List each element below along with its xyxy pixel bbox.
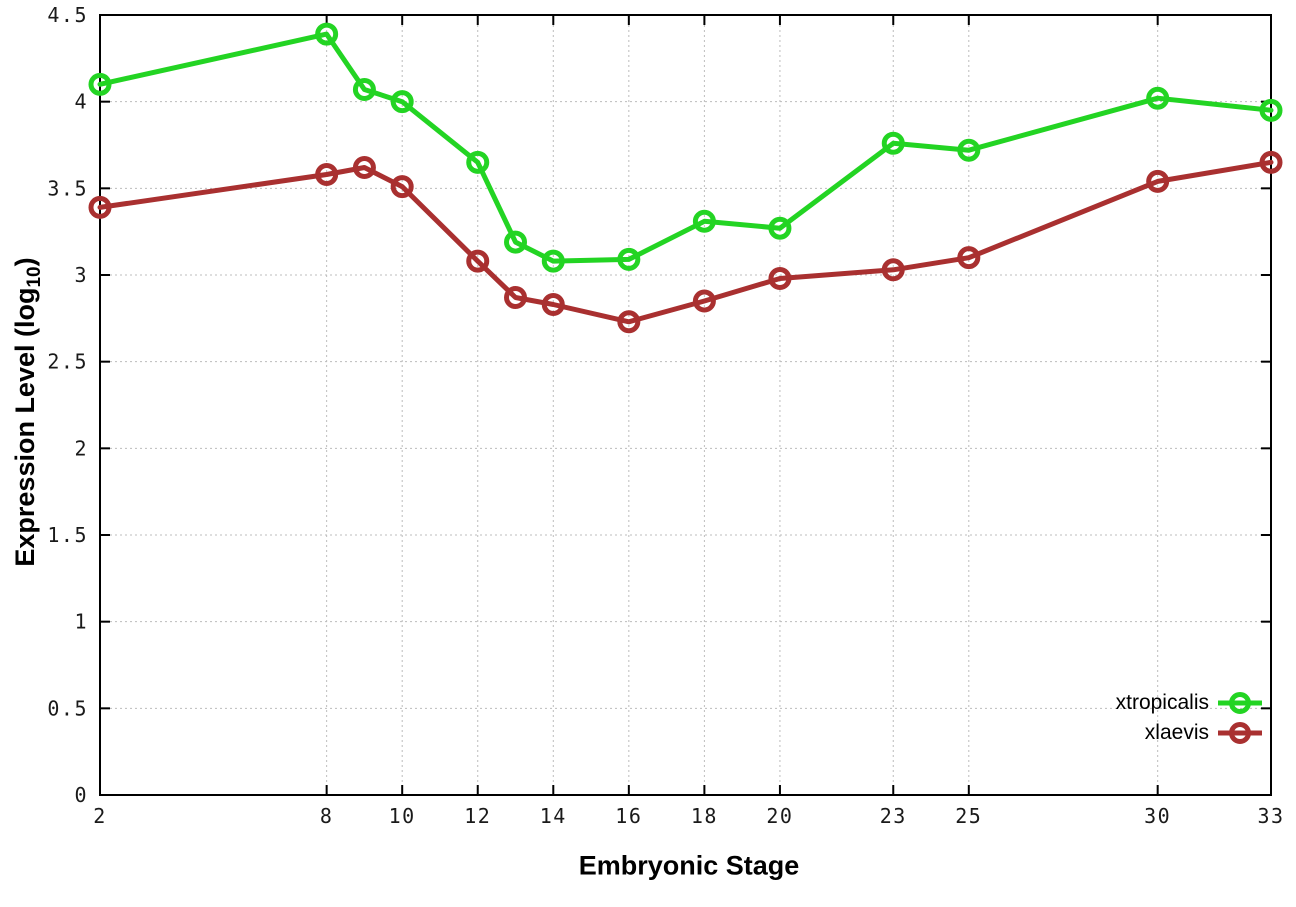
y-tick-label: 4 <box>74 90 88 114</box>
y-tick-label: 0 <box>74 783 88 807</box>
x-tick-label: 33 <box>1257 804 1284 828</box>
x-tick-label: 12 <box>464 804 491 828</box>
series-xlaevis-marker <box>466 249 490 273</box>
y-tick-label: 1.5 <box>47 523 88 547</box>
legend-marker-xtropicalis <box>1218 692 1262 714</box>
series-xlaevis-marker <box>1146 169 1170 193</box>
y-tick-label: 3.5 <box>47 176 88 200</box>
x-tick-label: 23 <box>880 804 907 828</box>
series-xtropicalis-marker <box>881 131 905 155</box>
y-tick-label: 0.5 <box>47 696 88 720</box>
series-xlaevis-marker <box>881 258 905 282</box>
legend-label-xlaevis: xlaevis <box>1144 721 1209 744</box>
x-axis-title: Embryonic Stage <box>578 850 800 881</box>
legend-item-xlaevis: xlaevis <box>1116 718 1262 748</box>
series-xtropicalis-line <box>97 31 1274 264</box>
gridlines <box>99 14 1272 796</box>
plot-border <box>99 14 1272 796</box>
y-axis-title: Expression Level (log10) <box>10 257 46 566</box>
series-xlaevis-marker <box>315 162 339 186</box>
series-xlaevis-marker <box>88 195 112 219</box>
series-xlaevis-marker <box>957 246 981 270</box>
series-xlaevis-marker <box>617 310 641 334</box>
series-xlaevis-marker <box>1259 150 1283 174</box>
legend-item-xtropicalis: xtropicalis <box>1116 688 1262 718</box>
y-tick-label: 1 <box>74 610 88 634</box>
y-axis-title-subscript: 10 <box>24 266 46 288</box>
series-xlaevis-marker <box>692 289 716 313</box>
x-tick-label: 16 <box>615 804 642 828</box>
y-axis-title-suffix: ) <box>9 257 40 267</box>
series-xtropicalis-marker <box>466 150 490 174</box>
series-xtropicalis-marker <box>352 78 376 102</box>
x-tick-label: 10 <box>389 804 416 828</box>
series-xtropicalis-marker <box>315 22 339 46</box>
y-tick-label: 2 <box>74 436 88 460</box>
series-xtropicalis-marker <box>768 216 792 240</box>
y-tick-label: 3 <box>74 263 88 287</box>
x-tick-label: 20 <box>766 804 793 828</box>
x-tick-label: 14 <box>540 804 567 828</box>
legend-label-xtropicalis: xtropicalis <box>1115 691 1209 714</box>
x-tick-label: 8 <box>320 804 334 828</box>
series-xlaevis-marker <box>390 175 414 199</box>
series-xtropicalis-marker <box>88 72 112 96</box>
y-axis-title-text: Expression Level (log <box>9 287 40 567</box>
series-xtropicalis-marker <box>541 249 565 273</box>
series-xtropicalis-marker <box>390 90 414 114</box>
y-tick-label: 4.5 <box>47 3 88 27</box>
y-tick-label: 2.5 <box>47 350 88 374</box>
x-tick-label: 25 <box>955 804 982 828</box>
series-xlaevis-marker <box>768 266 792 290</box>
series-xtropicalis-marker <box>957 138 981 162</box>
series-xlaevis-marker <box>504 286 528 310</box>
series-xlaevis-marker <box>352 156 376 180</box>
legend: xtropicalis xlaevis <box>1116 688 1262 748</box>
series-xtropicalis-marker <box>1259 98 1283 122</box>
series-xlaevis-marker <box>541 292 565 316</box>
series-xtropicalis-marker <box>692 209 716 233</box>
tick-marks <box>99 14 1272 796</box>
tick-labels: 0 0.5 1 1.5 2 2.5 3 3.5 4 4.5 2 8 10 12 14 16 18 20 23 25 30… <box>47 3 1284 828</box>
x-tick-label: 18 <box>691 804 718 828</box>
series-xlaevis-line <box>97 159 1274 325</box>
legend-marker-xlaevis <box>1218 722 1262 744</box>
x-tick-label: 30 <box>1144 804 1171 828</box>
x-tick-label: 2 <box>93 804 107 828</box>
series-xtropicalis-marker <box>617 247 641 271</box>
series-xtropicalis-marker <box>504 230 528 254</box>
series-xtropicalis-marker <box>1146 86 1170 110</box>
